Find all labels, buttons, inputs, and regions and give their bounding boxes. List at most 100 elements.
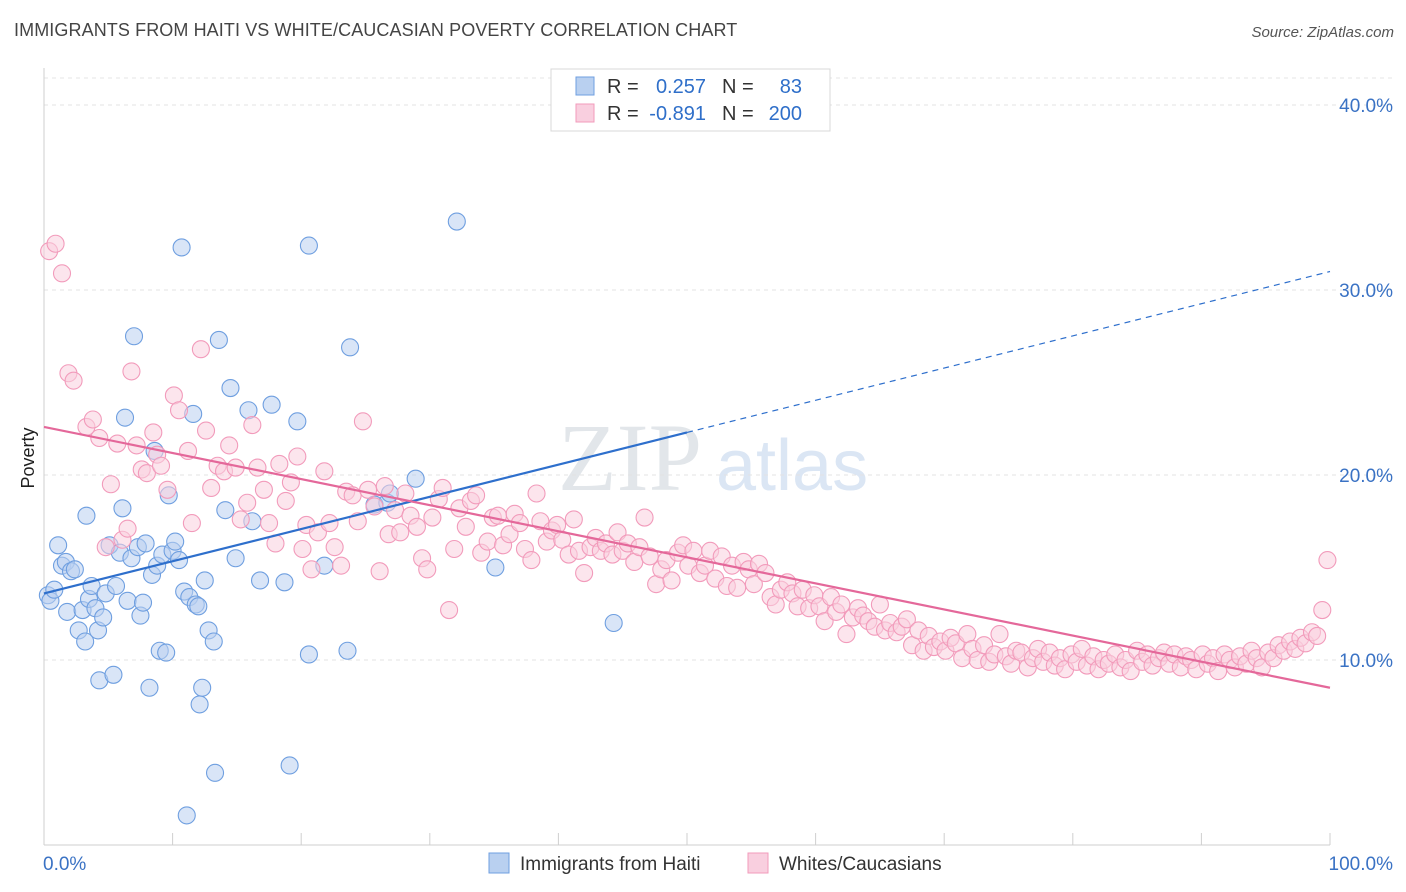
haiti-point <box>189 597 208 616</box>
x-tick-label-min: 0.0% <box>43 854 86 875</box>
white-point <box>196 421 216 440</box>
haiti-point <box>58 602 77 621</box>
white-point <box>488 506 508 525</box>
white-point <box>423 508 442 527</box>
legend-n-label-white: N = <box>722 103 754 125</box>
haiti-point <box>221 378 240 398</box>
white-point <box>288 447 307 466</box>
white-point <box>101 475 120 494</box>
haiti-point <box>115 408 135 427</box>
legend-r-label-white: R = <box>607 103 639 125</box>
haiti-point <box>239 401 258 420</box>
haiti-point <box>157 643 176 662</box>
haiti-point <box>275 573 294 592</box>
haiti-point <box>299 645 318 664</box>
white-point <box>122 362 141 381</box>
white-trend-line <box>43 425 1331 689</box>
haiti-point <box>226 549 245 568</box>
haiti-point <box>288 412 307 431</box>
x-tick-label-max: 100.0% <box>1329 854 1394 875</box>
haiti-point <box>76 632 95 651</box>
white-point <box>259 514 279 533</box>
white-point <box>151 456 171 475</box>
white-point <box>137 464 156 483</box>
y-tick-label: 10.0% <box>1339 651 1393 672</box>
legend-n-label-haiti: N = <box>722 76 754 98</box>
haiti-point <box>216 501 235 520</box>
haiti-point <box>190 695 209 714</box>
white-point <box>169 401 189 420</box>
watermark-atlas: atlas <box>716 426 868 506</box>
haiti-point <box>113 499 132 518</box>
haiti-point <box>338 641 357 660</box>
white-point <box>248 458 267 477</box>
haiti-point <box>341 338 360 357</box>
legend-r-value-white: -0.891 <box>649 103 706 125</box>
legend-swatch-haiti <box>575 76 595 96</box>
white-point <box>332 556 351 575</box>
series-legend: Immigrants from Haiti Whites/Caucasians <box>488 852 942 875</box>
white-point <box>375 477 394 496</box>
haiti-point <box>447 212 466 231</box>
legend-r-value-haiti: 0.257 <box>656 76 706 98</box>
white-point <box>276 491 295 510</box>
white-point <box>118 519 137 538</box>
haiti-point <box>136 534 155 553</box>
white-point <box>1308 626 1327 646</box>
haiti-point <box>172 238 191 257</box>
legend-n-value-haiti: 83 <box>780 76 802 98</box>
haiti-point <box>94 608 113 627</box>
haiti-point <box>77 506 96 525</box>
haiti-point <box>140 678 159 697</box>
white-point <box>231 510 250 529</box>
legend-swatch-white <box>575 103 595 123</box>
series-white-points <box>40 234 1337 681</box>
white-point <box>837 625 856 644</box>
white-point <box>527 484 546 503</box>
white-point <box>46 234 65 253</box>
white-point <box>467 486 486 505</box>
white-point <box>353 412 372 431</box>
white-point <box>407 517 426 536</box>
bottom-legend-swatch-white <box>747 852 769 874</box>
bottom-legend-swatch-haiti <box>488 852 510 874</box>
white-point <box>522 551 541 570</box>
haiti-point <box>205 763 225 782</box>
haiti-point <box>299 236 318 255</box>
haiti-point <box>124 327 144 346</box>
white-point <box>440 600 459 620</box>
axes: 10.0% 20.0% 30.0% 40.0% <box>43 68 1393 846</box>
haiti-point <box>49 536 68 555</box>
haiti-point <box>118 591 137 610</box>
white-point <box>270 454 289 473</box>
white-point <box>990 625 1009 644</box>
white-point <box>1318 551 1337 570</box>
white-point <box>144 423 163 442</box>
haiti-point <box>604 613 623 633</box>
white-point <box>575 563 594 583</box>
legend-n-value-white: 200 <box>769 103 802 125</box>
white-point <box>315 462 334 481</box>
haiti-point <box>209 330 228 350</box>
white-point <box>662 571 681 590</box>
white-point <box>897 610 916 629</box>
white-point <box>243 415 262 435</box>
white-point <box>456 517 475 536</box>
haiti-point <box>406 469 425 488</box>
stats-legend: R = 0.257 N = 83 R = -0.891 N = 200 <box>550 68 831 132</box>
white-point <box>302 560 321 579</box>
bottom-legend-label-haiti: Immigrants from Haiti <box>520 854 701 875</box>
white-point <box>254 480 273 499</box>
white-point <box>325 538 344 557</box>
white-point <box>83 410 102 429</box>
haiti-point <box>133 593 153 612</box>
haiti-trend-line <box>43 431 688 595</box>
y-tick-label: 20.0% <box>1339 466 1393 487</box>
haiti-point <box>65 560 84 579</box>
white-point <box>238 493 257 512</box>
white-point <box>96 538 115 557</box>
haiti-point <box>280 756 299 775</box>
chart-title: IMMIGRANTS FROM HAITI VS WHITE/CAUCASIAN… <box>14 20 738 40</box>
white-point <box>359 480 378 499</box>
